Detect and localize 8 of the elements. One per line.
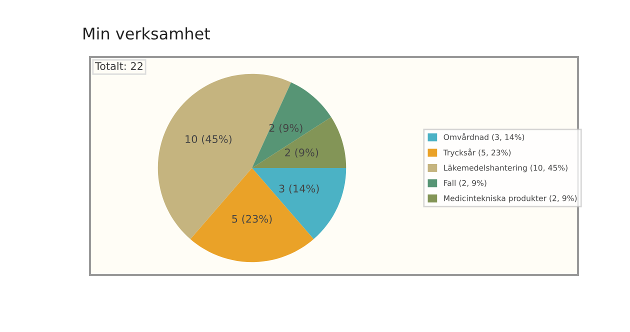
- data-label: 2 (9%): [285, 148, 318, 158]
- data-label: 5 (23%): [232, 214, 272, 224]
- text: Totalt: 22: [94, 62, 142, 70]
- pie-slice: [252, 82, 332, 168]
- chart-title: Min verksamhet: [84, 27, 210, 40]
- data-label: 3 (14%): [279, 184, 319, 194]
- data-label: 10 (45%): [186, 134, 232, 144]
- pie-slice: [252, 117, 346, 168]
